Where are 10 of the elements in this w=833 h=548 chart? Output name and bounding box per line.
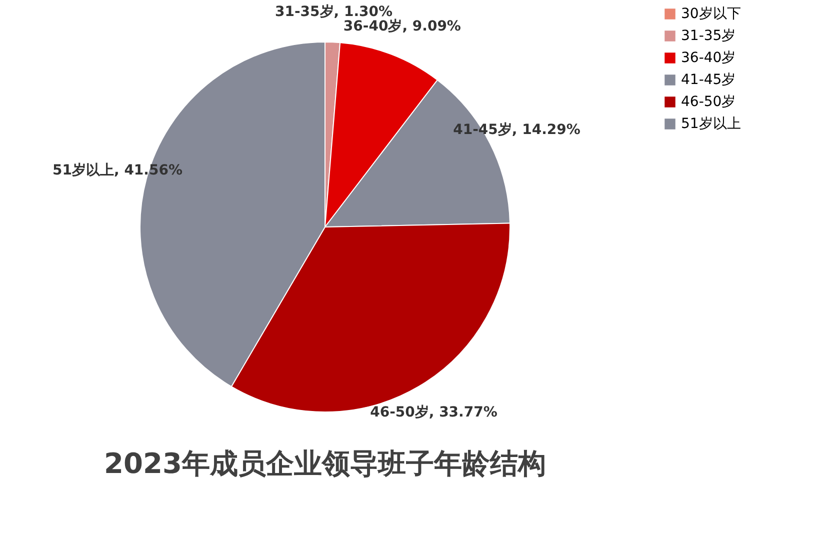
legend-label: 46-50岁 — [681, 94, 736, 110]
legend-label: 41-45岁 — [681, 72, 736, 88]
legend-label: 30岁以下 — [681, 6, 741, 22]
data-label: 46-50岁, 33.77% — [370, 404, 498, 420]
data-label: 31-35岁, 1.30% — [275, 4, 393, 20]
legend-label: 36-40岁 — [681, 50, 736, 66]
text: 2023年成员企业领导班子年龄结构 — [104, 447, 546, 480]
data-label: 36-40岁, 9.09% — [343, 18, 461, 34]
legend-label: 51岁以上 — [681, 116, 741, 132]
legend-label: 31-35岁 — [681, 28, 736, 44]
